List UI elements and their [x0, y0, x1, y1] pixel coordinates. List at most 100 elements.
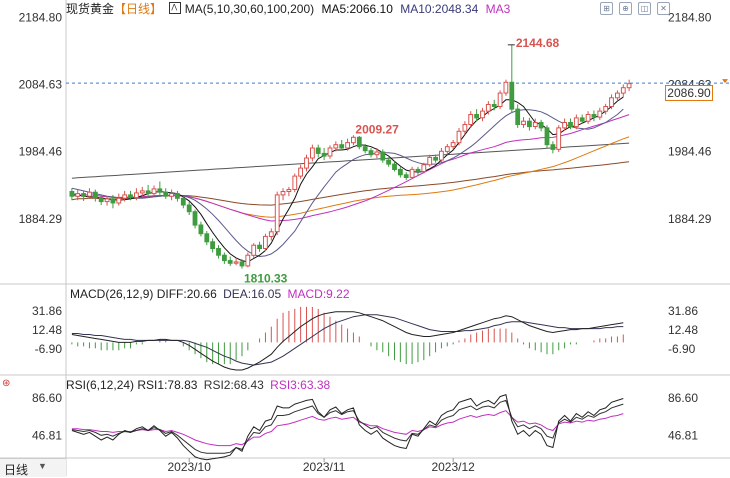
candle-body	[380, 151, 386, 161]
candle-body	[239, 261, 245, 267]
candle-body	[538, 122, 544, 129]
chevron-down-icon: ▼	[38, 461, 47, 471]
candle-body	[257, 244, 263, 249]
chart-header: 现货黄金【日线】 ⋀ MA(5,10,30,60,100,200) MA5:20…	[66, 2, 510, 16]
macd-left-tick: -6.90	[35, 342, 63, 356]
candle-body	[192, 211, 198, 226]
candle-body	[433, 156, 439, 161]
candle-body	[386, 159, 392, 165]
macd-dea-line	[71, 314, 624, 366]
macd-left-tick: 12.48	[32, 323, 62, 337]
candle-body	[280, 191, 286, 196]
macd-title: MACD(26,12,9)	[70, 287, 154, 301]
ma-settings-icon[interactable]: ⋀	[169, 2, 182, 14]
candle-body	[509, 81, 515, 110]
candle-body	[597, 110, 603, 118]
candle-body	[620, 87, 626, 94]
ma-params[interactable]: MA(5,10,30,60,100,200)	[184, 2, 315, 16]
candle-body	[515, 108, 521, 125]
candle-body	[568, 122, 573, 127]
rsi-header: RSI(6,12,24) RSI1:78.83 RSI2:68.43 RSI3:…	[66, 378, 330, 392]
candle-body	[439, 150, 444, 161]
rsi-left-tick: 86.60	[32, 391, 62, 405]
rsi-settings-icon[interactable]: ⊛	[2, 378, 11, 389]
crosshair-icon[interactable]: ⊕	[619, 2, 632, 15]
candle-body	[374, 151, 380, 156]
candle-body	[532, 122, 538, 127]
candle-body	[591, 114, 597, 118]
tool-icon[interactable]: ⊞	[600, 2, 613, 15]
candle-body	[615, 92, 620, 99]
candle-body	[562, 122, 568, 129]
candle-body	[351, 136, 356, 144]
ma10-value: MA10:2048.34	[400, 2, 479, 16]
date-tick-label: 2023/10	[167, 460, 211, 474]
candle-body	[233, 261, 239, 264]
candle-body	[368, 150, 374, 156]
mid-high-annotation: 2009.27	[355, 122, 399, 136]
candle-body	[626, 83, 632, 89]
candle-body	[310, 147, 315, 159]
rsi-right-tick: 86.60	[668, 391, 698, 405]
close-icon[interactable]: ✕	[657, 2, 670, 15]
candle-body	[339, 144, 345, 149]
period-tag[interactable]: 【日线】	[114, 2, 163, 16]
candle-body	[92, 191, 98, 199]
candle-body	[403, 174, 409, 179]
split-icon[interactable]: ◫	[638, 2, 651, 15]
left-price-tick: 2084.63	[19, 78, 63, 92]
candle-body	[427, 156, 433, 166]
macd-right-tick: 12.48	[668, 323, 698, 337]
candle-body	[116, 197, 122, 204]
instrument-name: 现货黄金	[66, 2, 115, 16]
candle-body	[485, 104, 491, 112]
candle-body	[169, 193, 174, 197]
candle-body	[157, 188, 163, 193]
candle-body	[609, 97, 614, 108]
low-annotation: 1810.33	[244, 272, 288, 286]
macd-diff: DIFF:20.66	[156, 287, 217, 301]
period-footer-button[interactable]: 日线 ▼	[0, 458, 66, 477]
macd-dif-line	[71, 311, 624, 371]
candle-body	[222, 254, 227, 262]
candle-body	[556, 127, 562, 150]
date-tick-label: 2023/12	[431, 460, 475, 474]
candle-body	[139, 190, 145, 194]
candle-body	[415, 168, 421, 172]
candle-body	[298, 167, 304, 177]
candle-body	[421, 164, 427, 173]
ma3-label: MA3	[485, 2, 511, 16]
candle-body	[480, 110, 485, 119]
candle-body	[274, 194, 280, 233]
rsi-left-tick: 46.81	[32, 428, 62, 442]
candle-body	[198, 224, 204, 235]
left-price-tick: 1984.46	[19, 145, 63, 159]
candle-body	[186, 204, 192, 213]
candle-body	[286, 189, 292, 192]
candle-body	[474, 114, 480, 119]
candle-body	[362, 146, 368, 152]
rsi3-value: RSI3:63.38	[270, 378, 331, 392]
rsi2-line	[71, 399, 624, 454]
macd-right-tick: -6.90	[668, 342, 696, 356]
candle-body	[292, 175, 298, 191]
high-annotation: 2144.68	[516, 36, 560, 50]
candle-body	[333, 144, 339, 149]
ma5-line	[71, 96, 624, 263]
candle-body	[579, 117, 585, 122]
candle-body	[87, 191, 92, 197]
macd-value: MACD:9.22	[287, 287, 350, 301]
candle-body	[550, 144, 556, 150]
rsi1-line	[71, 394, 624, 461]
candle-body	[527, 120, 532, 128]
candle-body	[145, 190, 151, 195]
date-tick-label: 2023/11	[303, 460, 346, 474]
candle-body	[251, 244, 257, 256]
ma200-line	[71, 142, 630, 179]
candle-body	[98, 197, 104, 203]
rsi-title: RSI(6,12,24)	[66, 378, 135, 392]
left-price-tick: 1884.29	[19, 212, 63, 226]
current-price-value: 2086.90	[667, 86, 711, 100]
candle-body	[69, 191, 75, 197]
